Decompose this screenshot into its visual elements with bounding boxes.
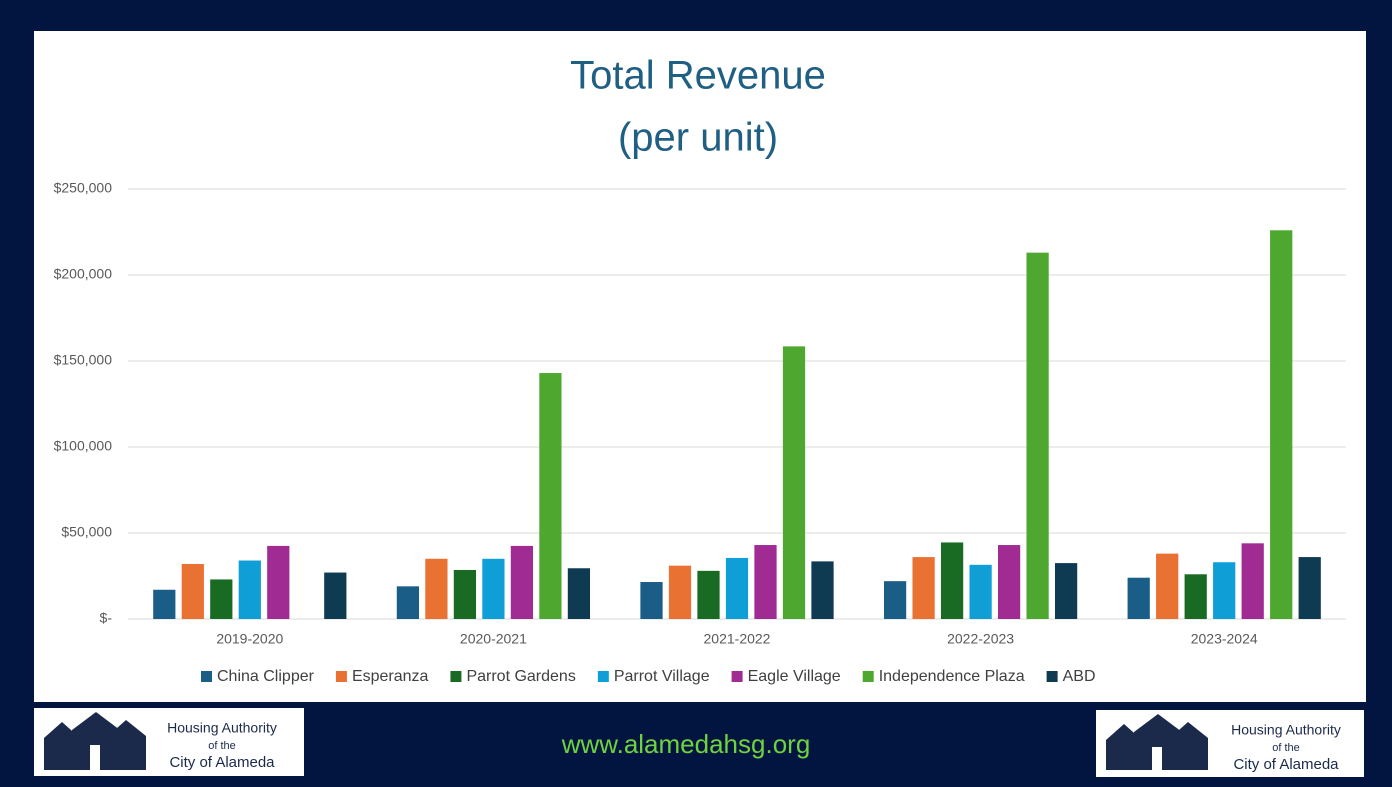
bar (267, 545, 290, 619)
chart-title: Total Revenue (570, 54, 826, 98)
bar (782, 346, 806, 619)
logo-text: City of Alameda (169, 754, 275, 771)
bar (997, 545, 1021, 619)
legend-label: Parrot Village (614, 668, 710, 685)
legend-label: ABD (1063, 668, 1096, 685)
bar (883, 581, 907, 619)
bar (912, 557, 935, 619)
y-tick-label: $250,000 (54, 180, 113, 196)
chart-subtitle: (per unit) (618, 116, 778, 160)
bar (1213, 562, 1236, 619)
logo-right: Housing Authority of the City of Alameda (1096, 710, 1364, 777)
y-tick-label: $- (100, 610, 113, 626)
legend-swatch (862, 671, 874, 682)
y-tick-label: $200,000 (54, 266, 113, 282)
legend-swatch (1046, 671, 1058, 682)
bar (482, 558, 505, 619)
bar (1241, 543, 1264, 619)
logo-left: Housing Authority of the City of Alameda (34, 708, 304, 776)
y-tick-label: $50,000 (61, 524, 112, 540)
bar (1184, 574, 1207, 619)
x-tick-label: 2021-2022 (704, 631, 771, 647)
legend-label: Independence Plaza (879, 668, 1025, 685)
bar (181, 563, 204, 619)
legend-label: Parrot Gardens (466, 668, 575, 685)
bar (725, 557, 749, 619)
website-url: www.alamedahsg.org (561, 729, 811, 759)
bar (1156, 553, 1179, 619)
x-tick-label: 2023-2024 (1191, 631, 1258, 647)
door (1152, 747, 1162, 770)
bar (453, 569, 477, 619)
legend-swatch (450, 671, 462, 682)
logo-text: of the (1272, 742, 1300, 754)
logo-text: Housing Authority (1231, 722, 1341, 738)
legend-swatch (597, 671, 609, 682)
bar (1270, 230, 1293, 619)
logo-text: of the (208, 740, 236, 752)
legend-swatch (731, 671, 743, 682)
x-tick-label: 2019-2020 (216, 631, 283, 647)
bar (238, 560, 261, 619)
y-tick-label: $100,000 (54, 438, 113, 454)
bar (396, 586, 420, 619)
y-tick-label: $150,000 (54, 352, 113, 368)
bar (324, 572, 347, 619)
legend-label: China Clipper (217, 668, 315, 685)
bar (668, 565, 692, 619)
bar (640, 582, 663, 619)
bar (1127, 577, 1150, 619)
bar (754, 545, 777, 619)
bar (969, 564, 992, 619)
legend-label: Eagle Village (748, 668, 841, 685)
bar (697, 570, 720, 619)
legend-swatch (201, 671, 212, 682)
bar (940, 542, 964, 619)
house-icon (44, 722, 80, 770)
x-tick-label: 2020-2021 (460, 631, 527, 647)
house-icon (1106, 724, 1142, 770)
house-icon (108, 720, 146, 770)
bar (811, 561, 834, 619)
bar (425, 558, 448, 619)
legend-swatch (335, 671, 347, 682)
bar (1054, 563, 1078, 619)
bar (153, 589, 176, 619)
legend-label: Esperanza (352, 668, 429, 685)
logo-text: City of Alameda (1233, 756, 1339, 773)
door (90, 745, 100, 770)
bar (539, 373, 562, 619)
bar (210, 579, 233, 619)
bar (1026, 252, 1049, 619)
bar (567, 568, 591, 619)
bar (510, 545, 534, 619)
bar (1298, 557, 1321, 619)
logo-text: Housing Authority (167, 720, 277, 736)
house-icon (1170, 722, 1208, 770)
x-tick-label: 2022-2023 (947, 631, 1014, 647)
